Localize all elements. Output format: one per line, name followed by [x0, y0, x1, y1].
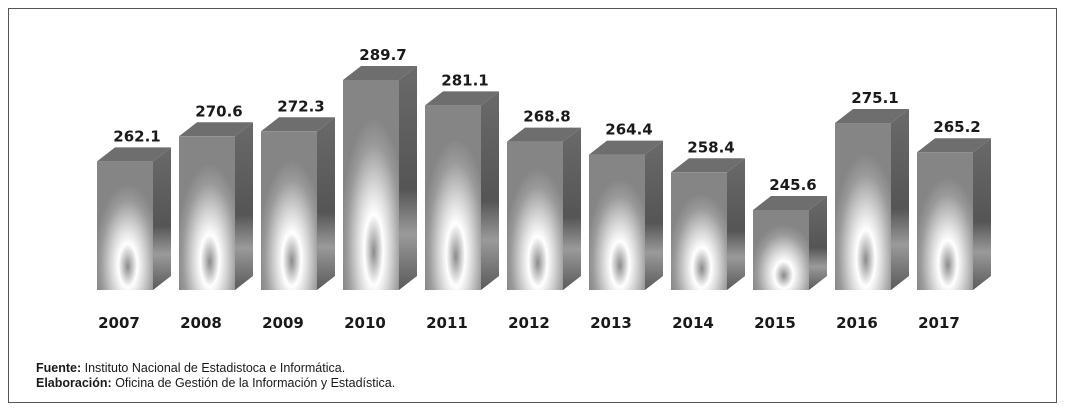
bar-top-2009: [261, 117, 335, 132]
bar-side-2010: [399, 66, 417, 290]
bar-top-2016: [835, 109, 909, 124]
value-label-2010: 289.7: [359, 46, 406, 64]
bar-group-2009: 272.3 2009: [261, 97, 335, 332]
bar-2017: [917, 152, 973, 290]
bar-group-2013: 264.4 2013: [589, 121, 663, 332]
bar-side-2009: [317, 117, 335, 291]
value-label-2014: 258.4: [687, 138, 734, 156]
value-label-2016: 275.1: [851, 89, 898, 107]
bar-top-2014: [671, 158, 745, 173]
bar-2015: [753, 210, 809, 290]
value-label-2012: 268.8: [523, 108, 570, 126]
source-note: Fuente: Instituto Nacional de Estadistoc…: [36, 361, 395, 376]
category-label-2015: 2015: [754, 314, 796, 332]
bar-top-2007: [97, 147, 171, 162]
value-label-2017: 265.2: [933, 118, 980, 136]
bar-top-2013: [589, 140, 663, 155]
bar-side-2008: [235, 122, 253, 290]
chart-notes: Fuente: Instituto Nacional de Estadistoc…: [36, 361, 395, 391]
bar-group-2015: 245.6 2015: [753, 176, 827, 332]
bar-group-2012: 268.8 2012: [507, 108, 581, 332]
bar-group-2011: 281.1 2011: [425, 71, 499, 332]
category-label-2008: 2008: [180, 314, 222, 332]
bar-2009: [261, 131, 317, 290]
bar-side-2007: [153, 147, 171, 290]
source-text: Instituto Nacional de Estadistoca e Info…: [81, 361, 346, 375]
category-label-2017: 2017: [918, 314, 960, 332]
value-label-2009: 272.3: [277, 97, 324, 115]
category-label-2011: 2011: [426, 314, 468, 332]
value-label-2015: 245.6: [769, 176, 816, 194]
bar-side-2015: [809, 196, 827, 290]
bar-2007: [97, 161, 153, 290]
category-label-2009: 2009: [262, 314, 304, 332]
category-label-2016: 2016: [836, 314, 878, 332]
source-label: Fuente:: [36, 361, 82, 375]
bar-top-2010: [343, 66, 417, 80]
category-label-2013: 2013: [590, 314, 632, 332]
bar-2008: [179, 136, 235, 290]
prepared-text: Oficina de Gestión de la Información y E…: [111, 376, 396, 390]
category-label-2010: 2010: [344, 314, 386, 332]
bar-side-2013: [645, 140, 663, 290]
bar-top-2012: [507, 127, 581, 142]
bar-2010: [343, 80, 399, 290]
bar-group-2014: 258.4 2014: [671, 138, 745, 332]
bar-side-2011: [481, 91, 499, 290]
prepared-note: Elaboración: Oficina de Gestión de la In…: [36, 376, 395, 391]
bar-top-2017: [917, 138, 991, 153]
value-label-2013: 264.4: [605, 121, 652, 139]
category-label-2007: 2007: [98, 314, 140, 332]
bar-2012: [507, 141, 563, 290]
value-label-2008: 270.6: [195, 102, 242, 120]
bar-top-2008: [179, 122, 253, 137]
category-label-2014: 2014: [672, 314, 714, 332]
bar-group-2008: 270.6 2008: [179, 102, 253, 332]
bar-group-2010: 289.7 2010: [343, 46, 417, 332]
value-label-2007: 262.1: [113, 127, 160, 145]
bar-group-2017: 265.2 2017: [917, 118, 991, 332]
prepared-label: Elaboración:: [36, 376, 112, 390]
bar-2014: [671, 172, 727, 290]
bar-group-2007: 262.1 2007: [97, 127, 171, 332]
bar-side-2016: [891, 109, 909, 291]
bar-top-2015: [753, 196, 827, 210]
bar-group-2016: 275.1 2016: [835, 89, 909, 332]
bar-side-2012: [563, 127, 581, 290]
bar-2016: [835, 123, 891, 291]
value-label-2011: 281.1: [441, 71, 488, 89]
bar-top-2011: [425, 91, 499, 106]
bar-side-2017: [973, 138, 991, 290]
bar-2013: [589, 154, 645, 290]
category-label-2012: 2012: [508, 314, 550, 332]
bar-2011: [425, 105, 481, 290]
bar-side-2014: [727, 158, 745, 290]
